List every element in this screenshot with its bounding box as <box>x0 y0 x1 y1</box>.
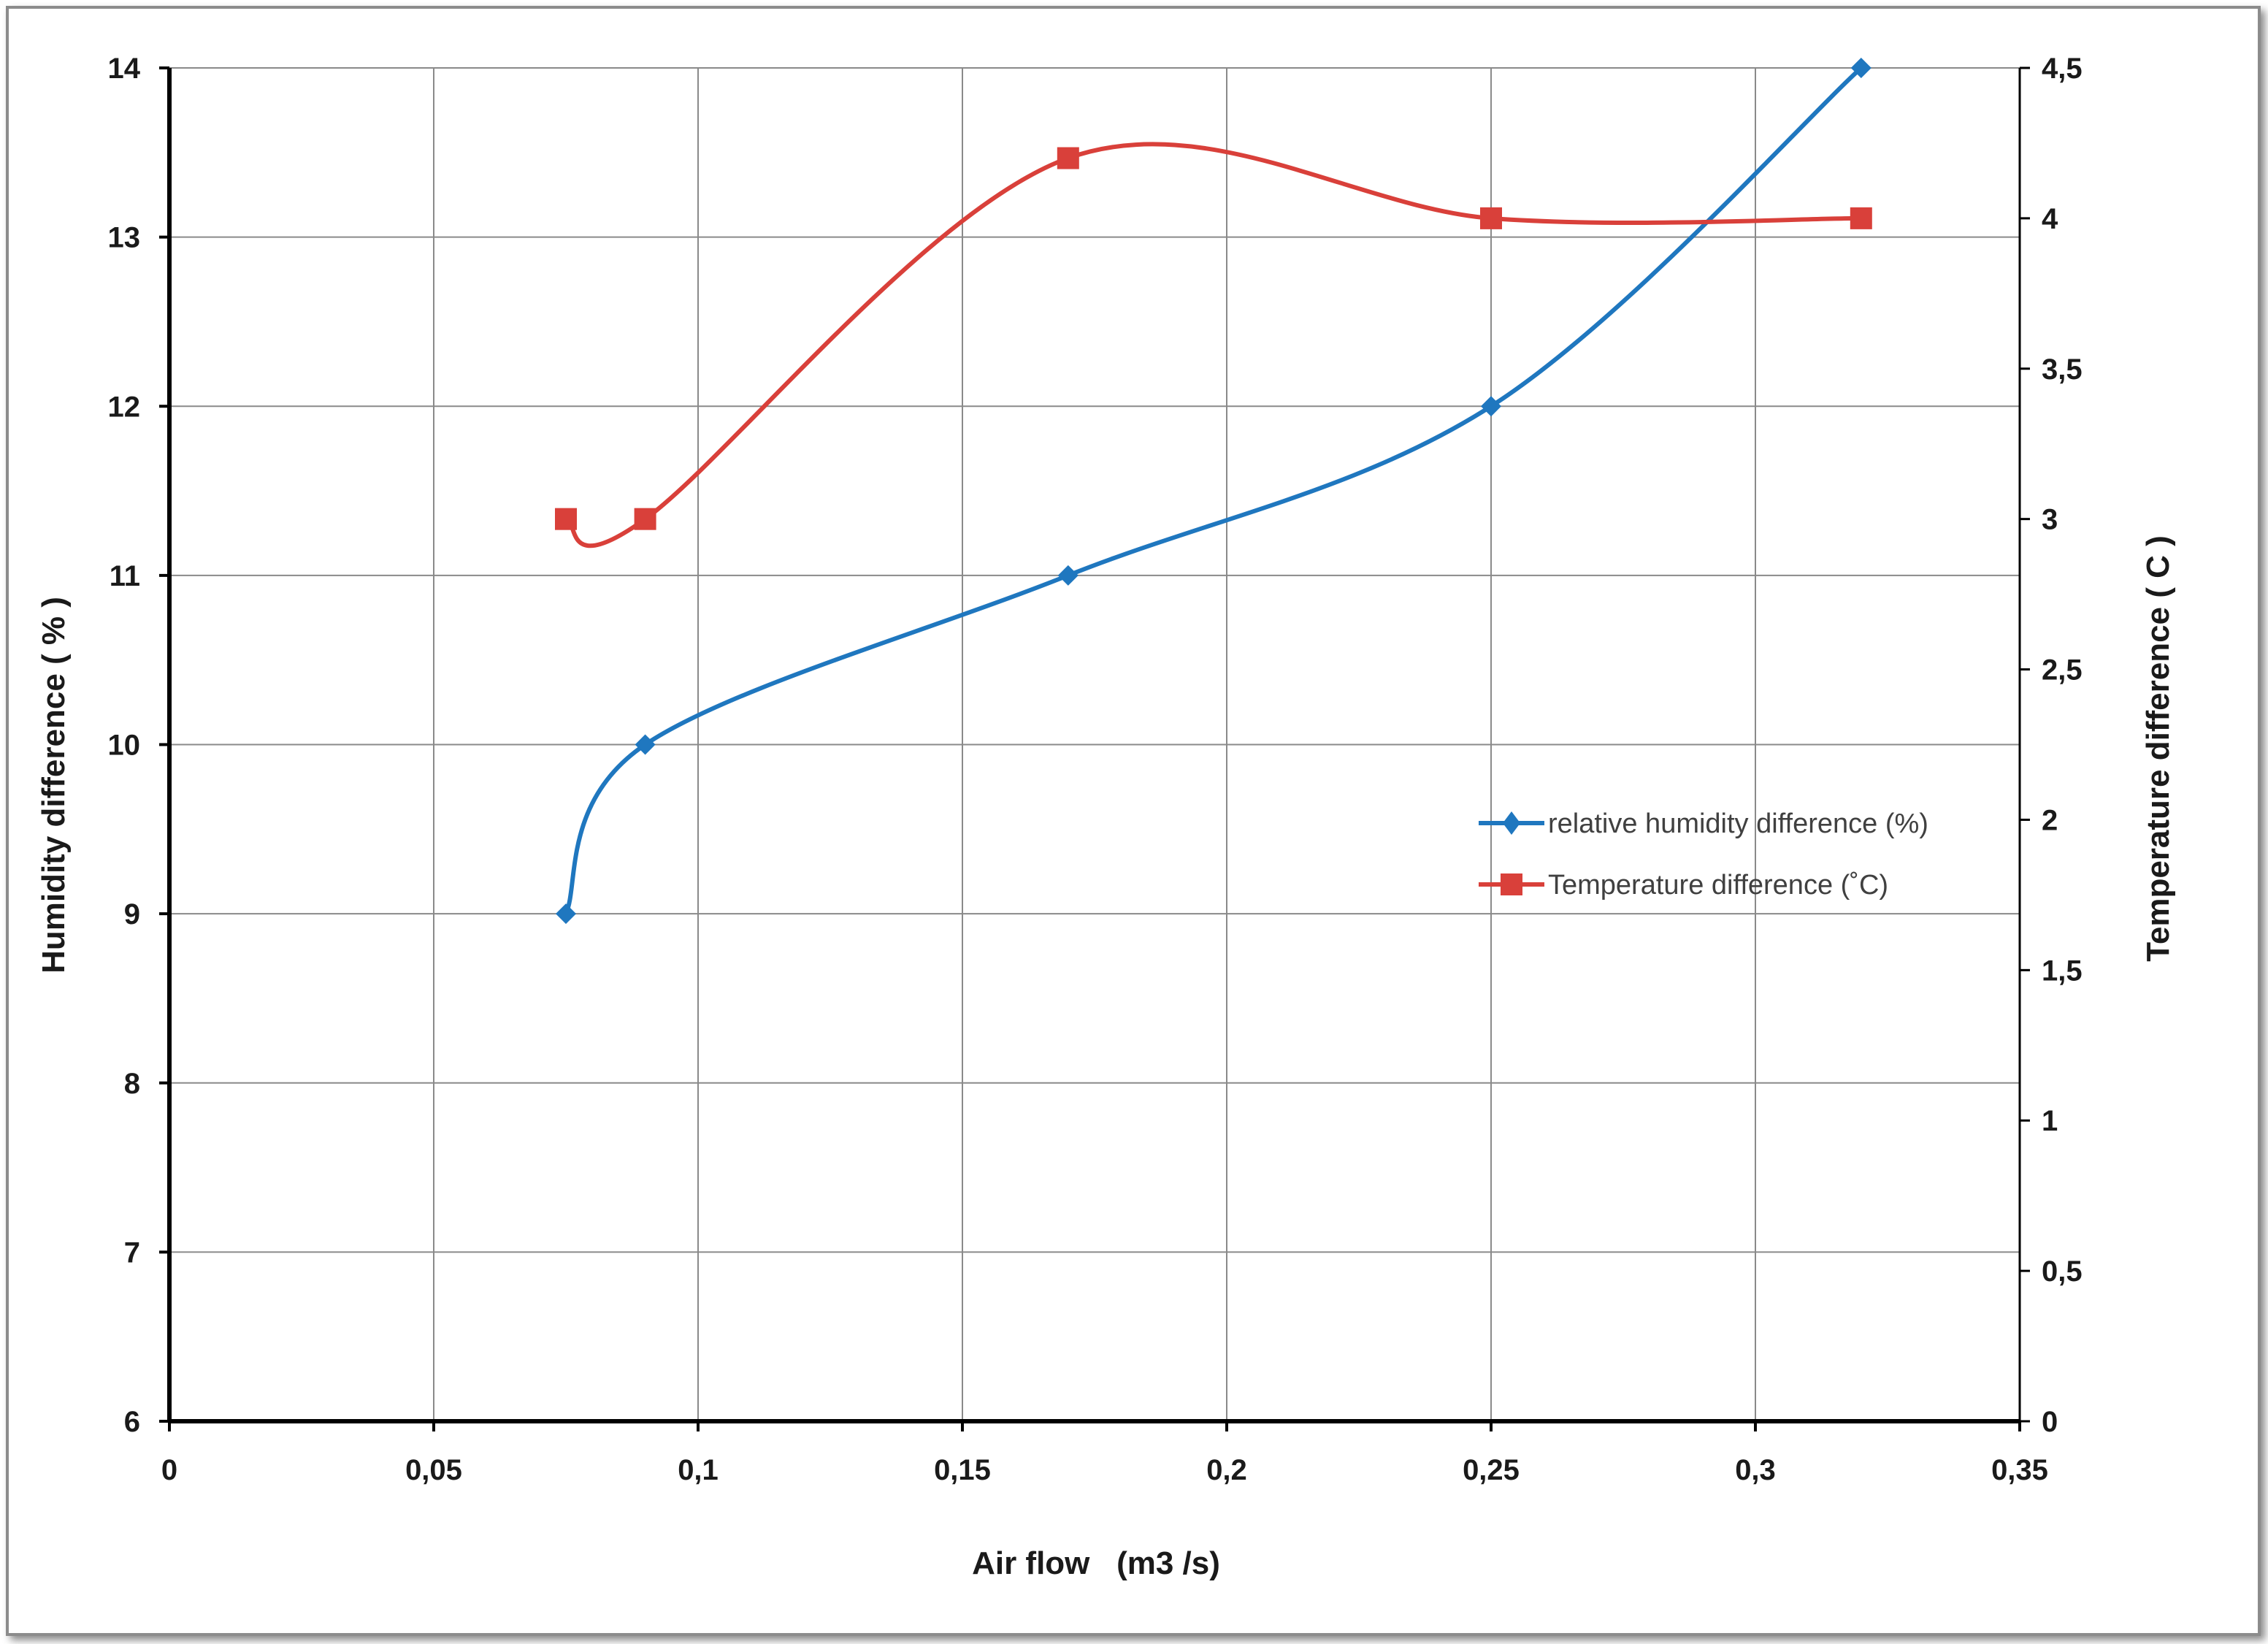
data-point-square <box>634 508 656 530</box>
legend-label-temperature: Temperature difference (˚C) <box>1548 870 1888 901</box>
x-tick-label: 0,35 <box>1991 1454 2048 1486</box>
x-tick-label: 0,1 <box>678 1454 719 1486</box>
data-point-diamond <box>1850 58 1872 78</box>
x-tick-label: 0,3 <box>1735 1454 1776 1486</box>
y-tick-label: 11 <box>110 560 140 592</box>
legend-marker-square <box>1501 873 1522 895</box>
series-line-0 <box>564 66 1863 917</box>
x-tick-label: 0,15 <box>934 1454 991 1486</box>
x-axis-title: Air flow (m3 /s) <box>972 1545 1220 1581</box>
series-lines <box>564 66 1863 917</box>
y-tick-label: 12 <box>108 391 141 423</box>
y2-tick-label: 4 <box>2042 203 2058 235</box>
legend-label-humidity: relative humidity difference (%) <box>1548 808 1928 839</box>
y-tick-label: 13 <box>108 222 141 254</box>
y2-tick-label: 1 <box>2042 1105 2058 1137</box>
data-point-diamond <box>1481 396 1501 417</box>
y2-tick-label: 0,5 <box>2042 1255 2083 1288</box>
legend: relative humidity difference (%) Tempera… <box>1479 808 1928 901</box>
legend-marker-diamond <box>1503 811 1520 835</box>
y2-tick-label: 2,5 <box>2042 654 2083 687</box>
chart-frame <box>6 6 2261 1636</box>
data-point-square <box>1480 207 1502 229</box>
y-tick-label: 8 <box>124 1068 140 1100</box>
y2-axis-title: Temperature difference ( C ) <box>2140 535 2176 962</box>
x-tick-labels: 0 0,05 0,1 0,15 0,2 0,25 0,3 0,35 <box>161 1454 2048 1486</box>
y-tick-label: 10 <box>108 730 141 762</box>
y2-tick-label: 4,5 <box>2042 53 2083 85</box>
x-tick-label: 0,2 <box>1206 1454 1247 1486</box>
y-tick-label: 6 <box>124 1406 140 1438</box>
y2-tick-label: 1,5 <box>2042 955 2083 987</box>
legend-item-temperature: Temperature difference (˚C) <box>1479 870 1888 901</box>
data-point-diamond <box>1057 565 1079 586</box>
series-markers <box>555 58 1872 925</box>
y-axis-title: Humidity difference ( % ) <box>36 597 72 974</box>
y-tick-labels: 6 7 8 9 10 11 12 13 14 <box>108 53 141 1438</box>
data-point-diamond <box>556 903 576 925</box>
y2-tick-labels: 0 0,5 1 1,5 2 2,5 3 3,5 4 4,5 <box>2042 53 2083 1438</box>
y2-tick-label: 3 <box>2042 504 2058 536</box>
x-tick-label: 0,05 <box>405 1454 462 1486</box>
data-point-square <box>555 508 577 530</box>
y-tick-label: 7 <box>124 1236 140 1269</box>
y-tick-label: 14 <box>108 53 141 85</box>
data-point-square <box>1057 147 1079 169</box>
data-point-square <box>1850 207 1872 229</box>
y2-tick-label: 2 <box>2042 804 2058 836</box>
series-line-1 <box>564 142 1863 548</box>
legend-item-humidity: relative humidity difference (%) <box>1479 808 1928 839</box>
axes <box>159 66 2030 1431</box>
y2-tick-label: 0 <box>2042 1406 2058 1438</box>
y-tick-label: 9 <box>124 898 140 930</box>
data-point-diamond <box>635 734 656 755</box>
x-tick-label: 0 <box>161 1454 177 1486</box>
x-tick-label: 0,25 <box>1463 1454 1520 1486</box>
grid-lines <box>169 67 2020 1421</box>
y2-tick-label: 3,5 <box>2042 353 2083 386</box>
